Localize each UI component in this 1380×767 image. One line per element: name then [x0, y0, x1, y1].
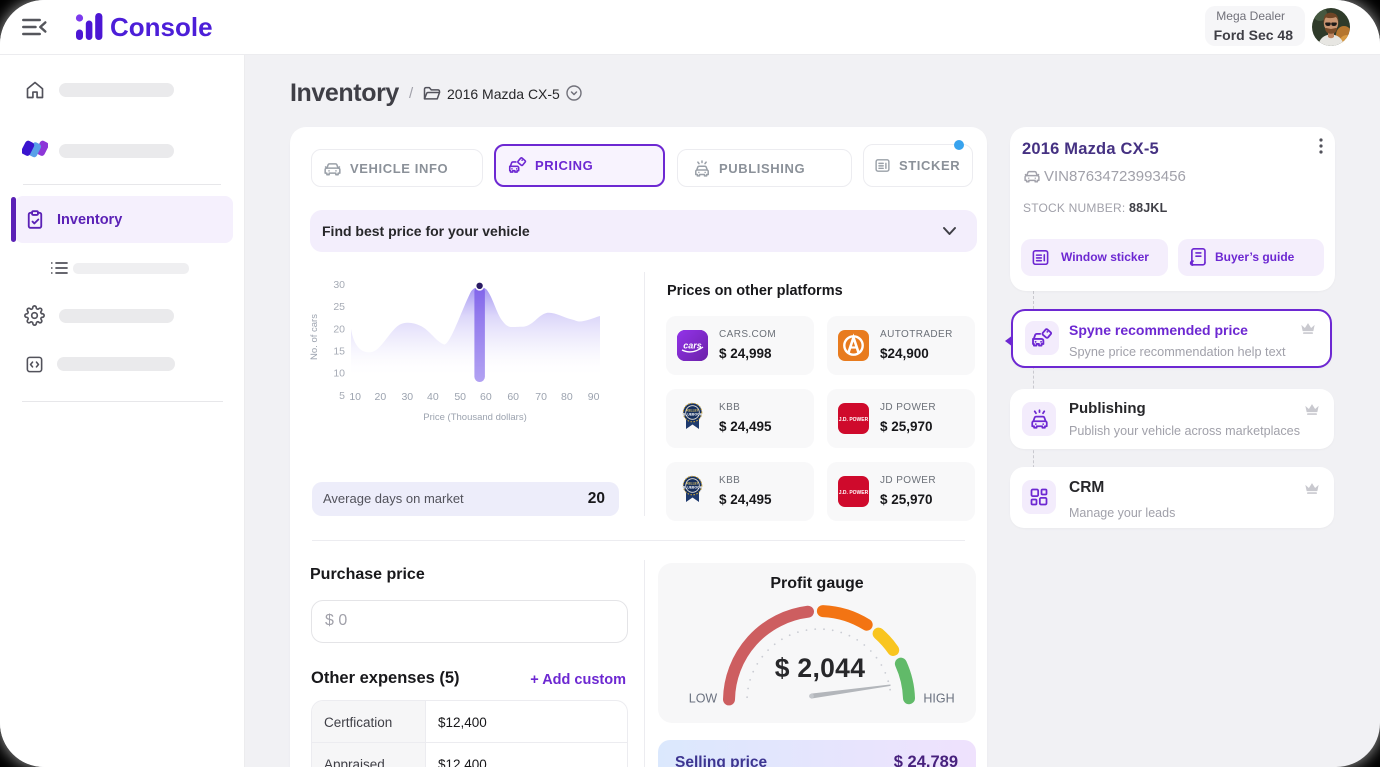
- svg-text:60: 60: [507, 391, 519, 403]
- svg-text:50: 50: [454, 391, 466, 403]
- svg-text:30: 30: [401, 391, 413, 403]
- svg-text:10: 10: [349, 391, 361, 403]
- svg-text:40: 40: [427, 391, 439, 403]
- svg-text:20: 20: [375, 391, 387, 403]
- svg-text:80: 80: [561, 391, 573, 403]
- svg-text:LOW: LOW: [689, 692, 718, 706]
- svg-text:Price (Thousand dollars): Price (Thousand dollars): [423, 412, 527, 423]
- svg-text:No. of cars: No. of cars: [309, 314, 320, 360]
- svg-text:10: 10: [333, 368, 345, 380]
- svg-text:15: 15: [333, 346, 345, 358]
- svg-text:20: 20: [333, 324, 345, 336]
- svg-text:90: 90: [588, 391, 600, 403]
- svg-text:60: 60: [480, 391, 492, 403]
- svg-text:$ 2,044: $ 2,044: [775, 653, 866, 683]
- svg-text:5: 5: [339, 390, 345, 402]
- svg-text:70: 70: [535, 391, 547, 403]
- svg-text:30: 30: [333, 279, 345, 291]
- svg-text:HIGH: HIGH: [923, 692, 954, 706]
- svg-text:25: 25: [333, 301, 345, 313]
